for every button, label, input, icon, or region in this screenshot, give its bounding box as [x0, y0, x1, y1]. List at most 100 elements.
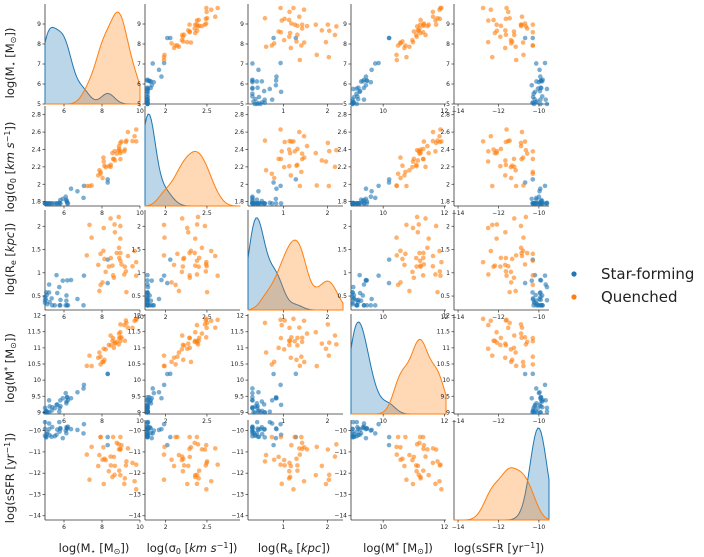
scatter-point-quenched	[323, 39, 329, 45]
scatter-point-star-forming	[273, 395, 279, 401]
y-tick-label: 2	[446, 223, 450, 230]
scatter-point-quenched	[111, 454, 117, 460]
scatter-point-quenched	[494, 148, 500, 154]
scatter-point-star-forming	[363, 278, 369, 283]
y-tick-label: 1.8	[31, 199, 41, 206]
y-tick-label: 10.5	[231, 361, 245, 368]
x-tick-label: 8	[100, 418, 104, 425]
scatter-point-quenched	[122, 338, 128, 344]
scatter-point-quenched	[518, 143, 524, 149]
scatter-point-quenched	[404, 183, 409, 189]
scatter-point-star-forming	[261, 201, 267, 206]
scatter-point-star-forming	[64, 298, 69, 304]
scatter-point-quenched	[498, 255, 504, 261]
scatter-point-quenched	[319, 158, 325, 163]
scatter-point-star-forming	[542, 60, 548, 66]
scatter-point-quenched	[304, 143, 310, 149]
scatter-point-quenched	[101, 248, 106, 254]
scatter-point-quenched	[503, 16, 509, 22]
x-tick-label: 6	[62, 314, 66, 321]
y-tick-label: 10.5	[437, 361, 451, 368]
scatter-point-star-forming	[274, 74, 279, 79]
scatter-point-quenched	[314, 444, 320, 450]
scatter-point-quenched	[122, 476, 128, 481]
scatter-point-star-forming	[81, 421, 87, 427]
scatter-point-star-forming	[261, 88, 267, 94]
scatter-point-star-forming	[273, 196, 279, 202]
y-tick-label: 9	[137, 21, 141, 28]
y-tick-label: 2.2	[337, 164, 347, 171]
scatter-point-quenched	[118, 236, 123, 241]
scatter-point-quenched	[121, 322, 127, 328]
scatter-point-quenched	[112, 158, 118, 163]
scatter-point-quenched	[488, 133, 494, 139]
scatter-point-star-forming	[358, 298, 364, 304]
scatter-point-quenched	[116, 447, 122, 452]
scatter-point-star-forming	[254, 197, 260, 203]
scatter-point-star-forming	[274, 426, 279, 432]
legend: Star-forming Quenched	[571, 265, 694, 306]
y-tick-label: 2	[137, 223, 141, 230]
scatter-point-quenched	[262, 320, 268, 326]
scatter-point-quenched	[288, 355, 294, 361]
scatter-point-star-forming	[49, 405, 55, 410]
scatter-point-star-forming	[145, 402, 150, 407]
scatter-point-quenched	[504, 5, 509, 11]
scatter-point-quenched	[507, 289, 512, 295]
y-tick-label: 11.5	[231, 329, 245, 336]
scatter-point-quenched	[278, 156, 284, 162]
scatter-point-star-forming	[543, 282, 548, 287]
scatter-point-quenched	[278, 5, 283, 11]
scatter-point-quenched	[503, 162, 509, 168]
scatter-point-quenched	[116, 331, 122, 336]
scatter-point-quenched	[394, 444, 399, 450]
y-tick-label: −10	[128, 428, 141, 435]
scatter-point-quenched	[121, 149, 127, 154]
scatter-point-quenched	[498, 264, 503, 269]
scatter-point-quenched	[530, 171, 536, 177]
scatter-point-quenched	[414, 264, 419, 269]
scatter-point-quenched	[423, 216, 428, 221]
scatter-point-quenched	[132, 248, 137, 254]
scatter-point-quenched	[332, 164, 338, 170]
scatter-point-quenched	[132, 133, 137, 139]
scatter-point-quenched	[494, 236, 499, 241]
scatter-point-star-forming	[46, 421, 52, 426]
scatter-point-quenched	[485, 159, 491, 164]
y-tick-label: 1.5	[131, 247, 141, 254]
y-tick-label: 0.5	[31, 293, 41, 300]
scatter-point-star-forming	[273, 82, 279, 88]
scatter-point-quenched	[522, 262, 528, 267]
scatter-point-quenched	[502, 173, 508, 178]
scatter-point-quenched	[503, 158, 508, 163]
y-tick-label: 11.5	[437, 329, 451, 336]
scatter-point-quenched	[508, 280, 514, 285]
scatter-point-star-forming	[269, 201, 275, 206]
y-tick-label: −14	[28, 513, 41, 520]
scatter-point-star-forming	[530, 177, 536, 182]
scatter-point-quenched	[504, 317, 509, 323]
scatter-point-star-forming	[149, 82, 155, 88]
scatter-point-star-forming	[350, 419, 356, 425]
scatter-point-quenched	[204, 9, 209, 15]
scatter-point-star-forming	[533, 386, 539, 391]
scatter-point-quenched	[299, 354, 304, 360]
scatter-point-quenched	[299, 434, 304, 440]
scatter-point-star-forming	[148, 298, 154, 304]
scatter-point-quenched	[287, 138, 292, 144]
scatter-point-quenched	[291, 5, 296, 11]
y-tick-label: 6	[37, 81, 41, 88]
scatter-point-quenched	[420, 255, 426, 261]
scatter-point-star-forming	[259, 79, 265, 84]
scatter-point-quenched	[403, 43, 408, 48]
scatter-point-quenched	[98, 251, 103, 257]
scatter-point-star-forming	[254, 79, 260, 84]
scatter-point-star-forming	[43, 434, 49, 440]
scatter-point-star-forming	[537, 290, 543, 296]
y-tick-label: −11	[334, 449, 347, 456]
scatter-point-star-forming	[278, 421, 283, 427]
scatter-point-quenched	[410, 39, 416, 45]
scatter-point-quenched	[296, 129, 302, 135]
scatter-point-quenched	[421, 22, 426, 27]
scatter-point-quenched	[100, 175, 105, 181]
